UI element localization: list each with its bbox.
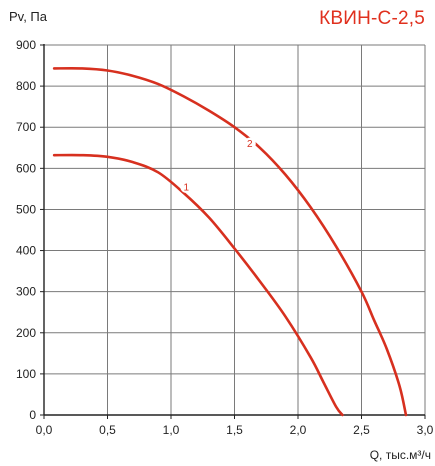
series-1-label: 1 (183, 182, 189, 193)
y-tick-label: 900 (16, 38, 36, 52)
series-2-line (52, 66, 408, 417)
y-tick-label: 200 (16, 326, 36, 340)
x-tick-label: 1,5 (226, 423, 243, 437)
y-tick-label: 800 (16, 79, 36, 93)
y-axis-label: Pv, Па (9, 9, 48, 24)
y-tick-label: 0 (29, 408, 36, 422)
x-tick-label: 1,0 (163, 423, 180, 437)
y-tick-label: 600 (16, 161, 36, 175)
y-tick-label: 700 (16, 120, 36, 134)
series-1-line (52, 153, 344, 417)
x-tick-label: 2,0 (290, 423, 307, 437)
y-tick-label: 300 (16, 285, 36, 299)
series-2-label: 2 (247, 139, 253, 150)
x-tick-label: 3,0 (417, 423, 434, 437)
y-tick-label: 100 (16, 367, 36, 381)
x-tick-label: 2,5 (353, 423, 370, 437)
series-1-label-bg (180, 180, 193, 193)
x-tick-label: 0,0 (36, 423, 53, 437)
x-tick-label: 0,5 (99, 423, 116, 437)
x-axis-label: Q, тыс.м³/ч (369, 448, 431, 462)
y-tick-label: 400 (16, 244, 36, 258)
y-tick-label: 500 (16, 202, 36, 216)
series-2-label-bg (243, 137, 256, 150)
chart-title: КВИН-С-2,5 (319, 8, 425, 29)
